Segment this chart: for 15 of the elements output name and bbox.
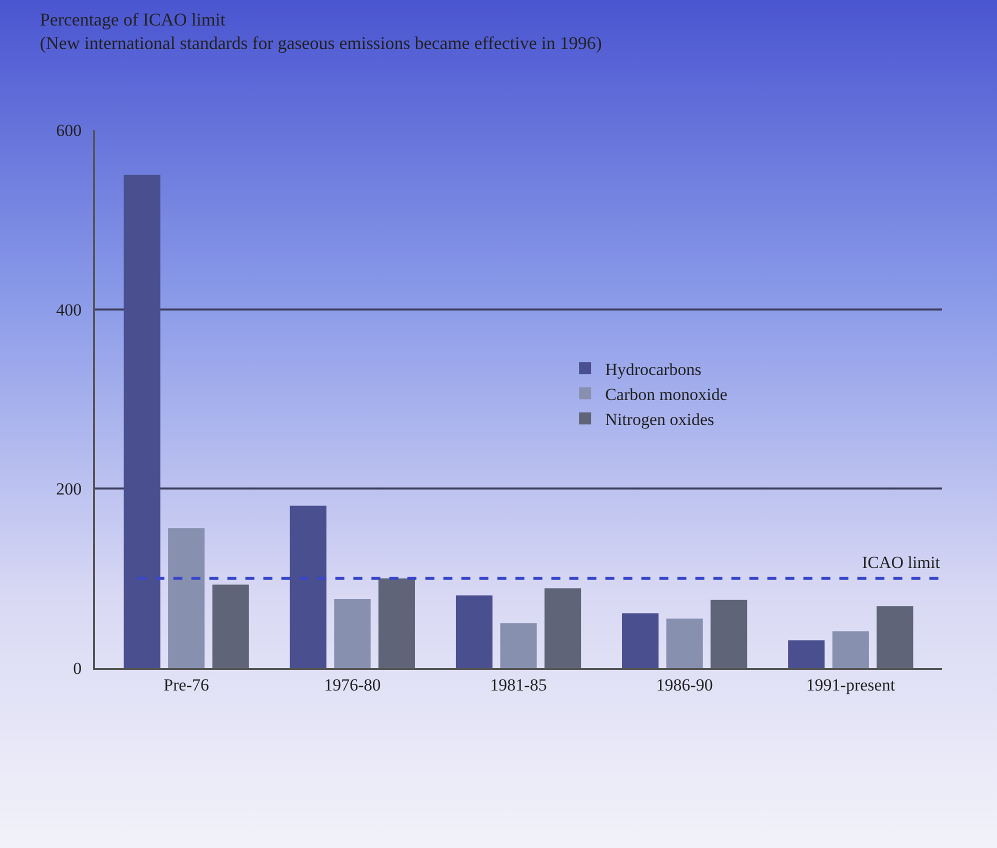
y-tick-label: 0 (73, 658, 82, 678)
x-tick-label: 1981-85 (490, 675, 547, 694)
x-tick-label: 1976-80 (324, 675, 381, 694)
ref-line-label: ICAO limit (862, 553, 940, 572)
legend-label: Hydrocarbons (605, 360, 702, 379)
legend-label: Nitrogen oxides (605, 410, 714, 429)
y-tick-label: 200 (56, 480, 82, 499)
legend-label: Carbon monoxide (605, 384, 728, 404)
chart-title: Percentage of ICAO limit (40, 9, 226, 30)
x-tick-label: 1986-90 (656, 675, 713, 694)
y-tick-label: 600 (56, 120, 82, 140)
x-tick-label: Pre-76 (164, 675, 210, 694)
x-tick-label: 1991-present (806, 675, 896, 694)
y-tick-label: 400 (56, 300, 82, 320)
chart-subtitle: (New international standards for gaseous emissions became effective in 1996) (40, 32, 602, 53)
